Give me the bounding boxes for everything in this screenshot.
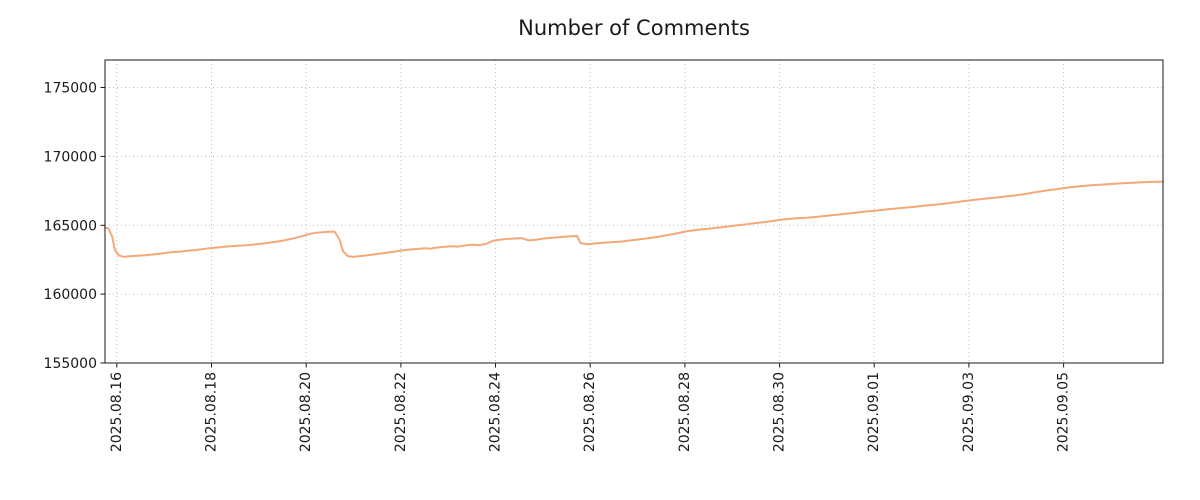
x-tick-label: 2025.08.24 xyxy=(488,372,504,452)
y-tick-label: 170000 xyxy=(44,149,97,165)
y-tick-label: 165000 xyxy=(44,218,97,234)
y-tick-label: 155000 xyxy=(44,356,97,372)
x-tick-label: 2025.08.18 xyxy=(204,372,220,452)
grid-lines xyxy=(105,60,1163,364)
x-tick-label: 2025.08.16 xyxy=(109,372,125,452)
axes-frame xyxy=(104,59,1164,364)
x-tick-label: 2025.09.05 xyxy=(1056,372,1072,452)
x-tick-label: 2025.08.26 xyxy=(582,372,598,452)
x-tick-label: 2025.09.01 xyxy=(866,372,882,452)
y-tick-label: 175000 xyxy=(44,81,97,97)
tick-labels: 2025.08.16 2025.08.18 2025.08.20 2025.08.22… xyxy=(44,81,1072,453)
y-tick-label: 160000 xyxy=(44,287,97,303)
x-tick-label: 2025.08.30 xyxy=(772,372,788,452)
series-line xyxy=(104,180,1164,258)
x-tick-label: 2025.08.28 xyxy=(677,372,693,452)
chart-title: Number of Comments xyxy=(518,16,750,40)
x-tick-label: 2025.08.20 xyxy=(298,372,314,452)
x-tick-label: 2025.08.22 xyxy=(393,372,409,452)
x-tick-label: 2025.09.03 xyxy=(961,372,977,452)
